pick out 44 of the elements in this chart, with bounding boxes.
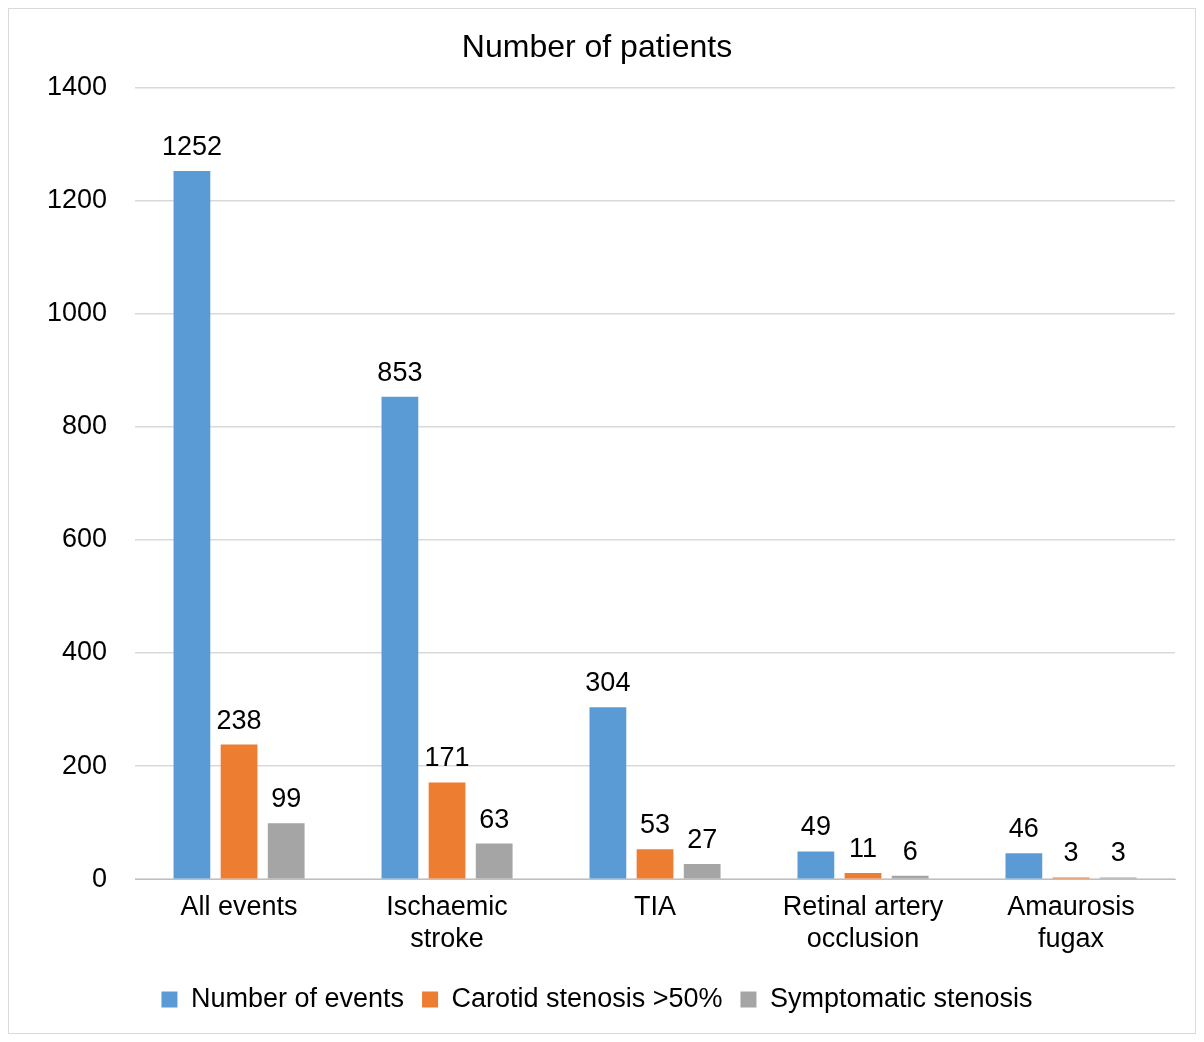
y-tick-label: 200 [62, 749, 108, 780]
bar [589, 707, 627, 879]
data-label: 3 [1063, 837, 1079, 868]
bar [683, 863, 721, 879]
data-label: 53 [640, 809, 671, 840]
data-label: 3 [1110, 837, 1126, 868]
chart-title: Number of patients [461, 28, 733, 65]
data-label: 11 [849, 832, 878, 863]
data-label: 6 [902, 835, 918, 866]
y-tick-label: 1200 [46, 183, 108, 214]
bar [636, 849, 674, 879]
bar [844, 872, 882, 879]
y-tick-label: 0 [92, 862, 108, 893]
data-label: 304 [585, 667, 631, 698]
x-tick-label: Retinal artery occlusion [782, 890, 944, 954]
data-label: 1252 [161, 131, 222, 162]
data-label: 27 [687, 823, 718, 854]
x-tick-label: Amaurosis fugax [1007, 890, 1135, 954]
bar [428, 782, 466, 879]
bar [1005, 853, 1043, 879]
bar [267, 823, 305, 879]
legend-label: Number of events [190, 982, 405, 1013]
y-tick-label: 400 [62, 636, 108, 667]
data-label: 46 [1008, 813, 1039, 844]
y-tick-label: 1400 [46, 70, 108, 101]
data-label: 63 [479, 803, 510, 834]
bar [797, 851, 835, 879]
legend-label: Carotid stenosis >50% [451, 982, 723, 1013]
bar [220, 744, 258, 879]
y-tick-label: 800 [62, 410, 108, 441]
bar [173, 171, 211, 879]
y-tick-label: 1000 [46, 297, 108, 328]
data-label: 853 [377, 356, 423, 387]
data-label: 238 [216, 704, 262, 735]
bar [381, 396, 419, 879]
legend-label: Symptomatic stenosis [769, 982, 1033, 1013]
x-tick-label: Ischaemic stroke [386, 890, 508, 954]
data-label: 171 [424, 742, 470, 773]
data-label: 99 [271, 783, 302, 814]
x-tick-label: All events [180, 890, 298, 921]
data-label: 49 [800, 811, 831, 842]
x-tick-label: TIA [634, 890, 677, 921]
bar [475, 843, 513, 879]
y-tick-label: 600 [62, 523, 108, 554]
